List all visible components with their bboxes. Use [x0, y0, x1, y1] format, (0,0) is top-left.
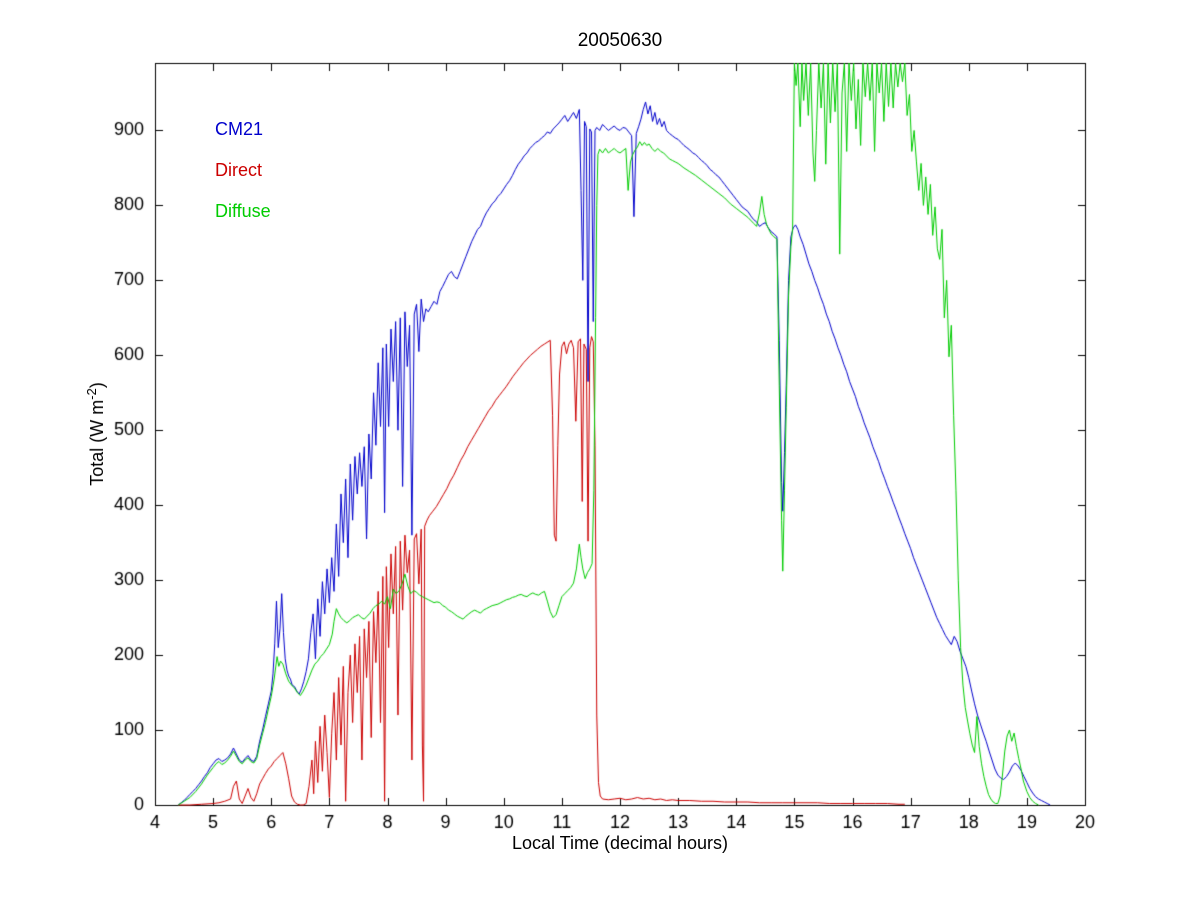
legend-label-direct: Direct [215, 160, 263, 180]
x-axis-label: Local Time (decimal hours) [511, 833, 729, 853]
chart-title: 20050630 [577, 30, 663, 51]
legend-item-direct: Direct [215, 161, 271, 179]
legend-item-cm21: CM21 [215, 120, 271, 138]
legend-item-diffuse: Diffuse [215, 202, 271, 220]
y-axis-label: Total (W m-2) [84, 382, 108, 486]
legend-label-diffuse: Diffuse [215, 201, 271, 221]
legend: CM21 Direct Diffuse [215, 120, 271, 243]
y-axis-label-post: ) [87, 382, 107, 389]
y-axis-label-exponent: -2 [84, 388, 99, 400]
legend-label-cm21: CM21 [215, 119, 264, 139]
y-axis-label-pre: Total (W m [87, 399, 107, 486]
